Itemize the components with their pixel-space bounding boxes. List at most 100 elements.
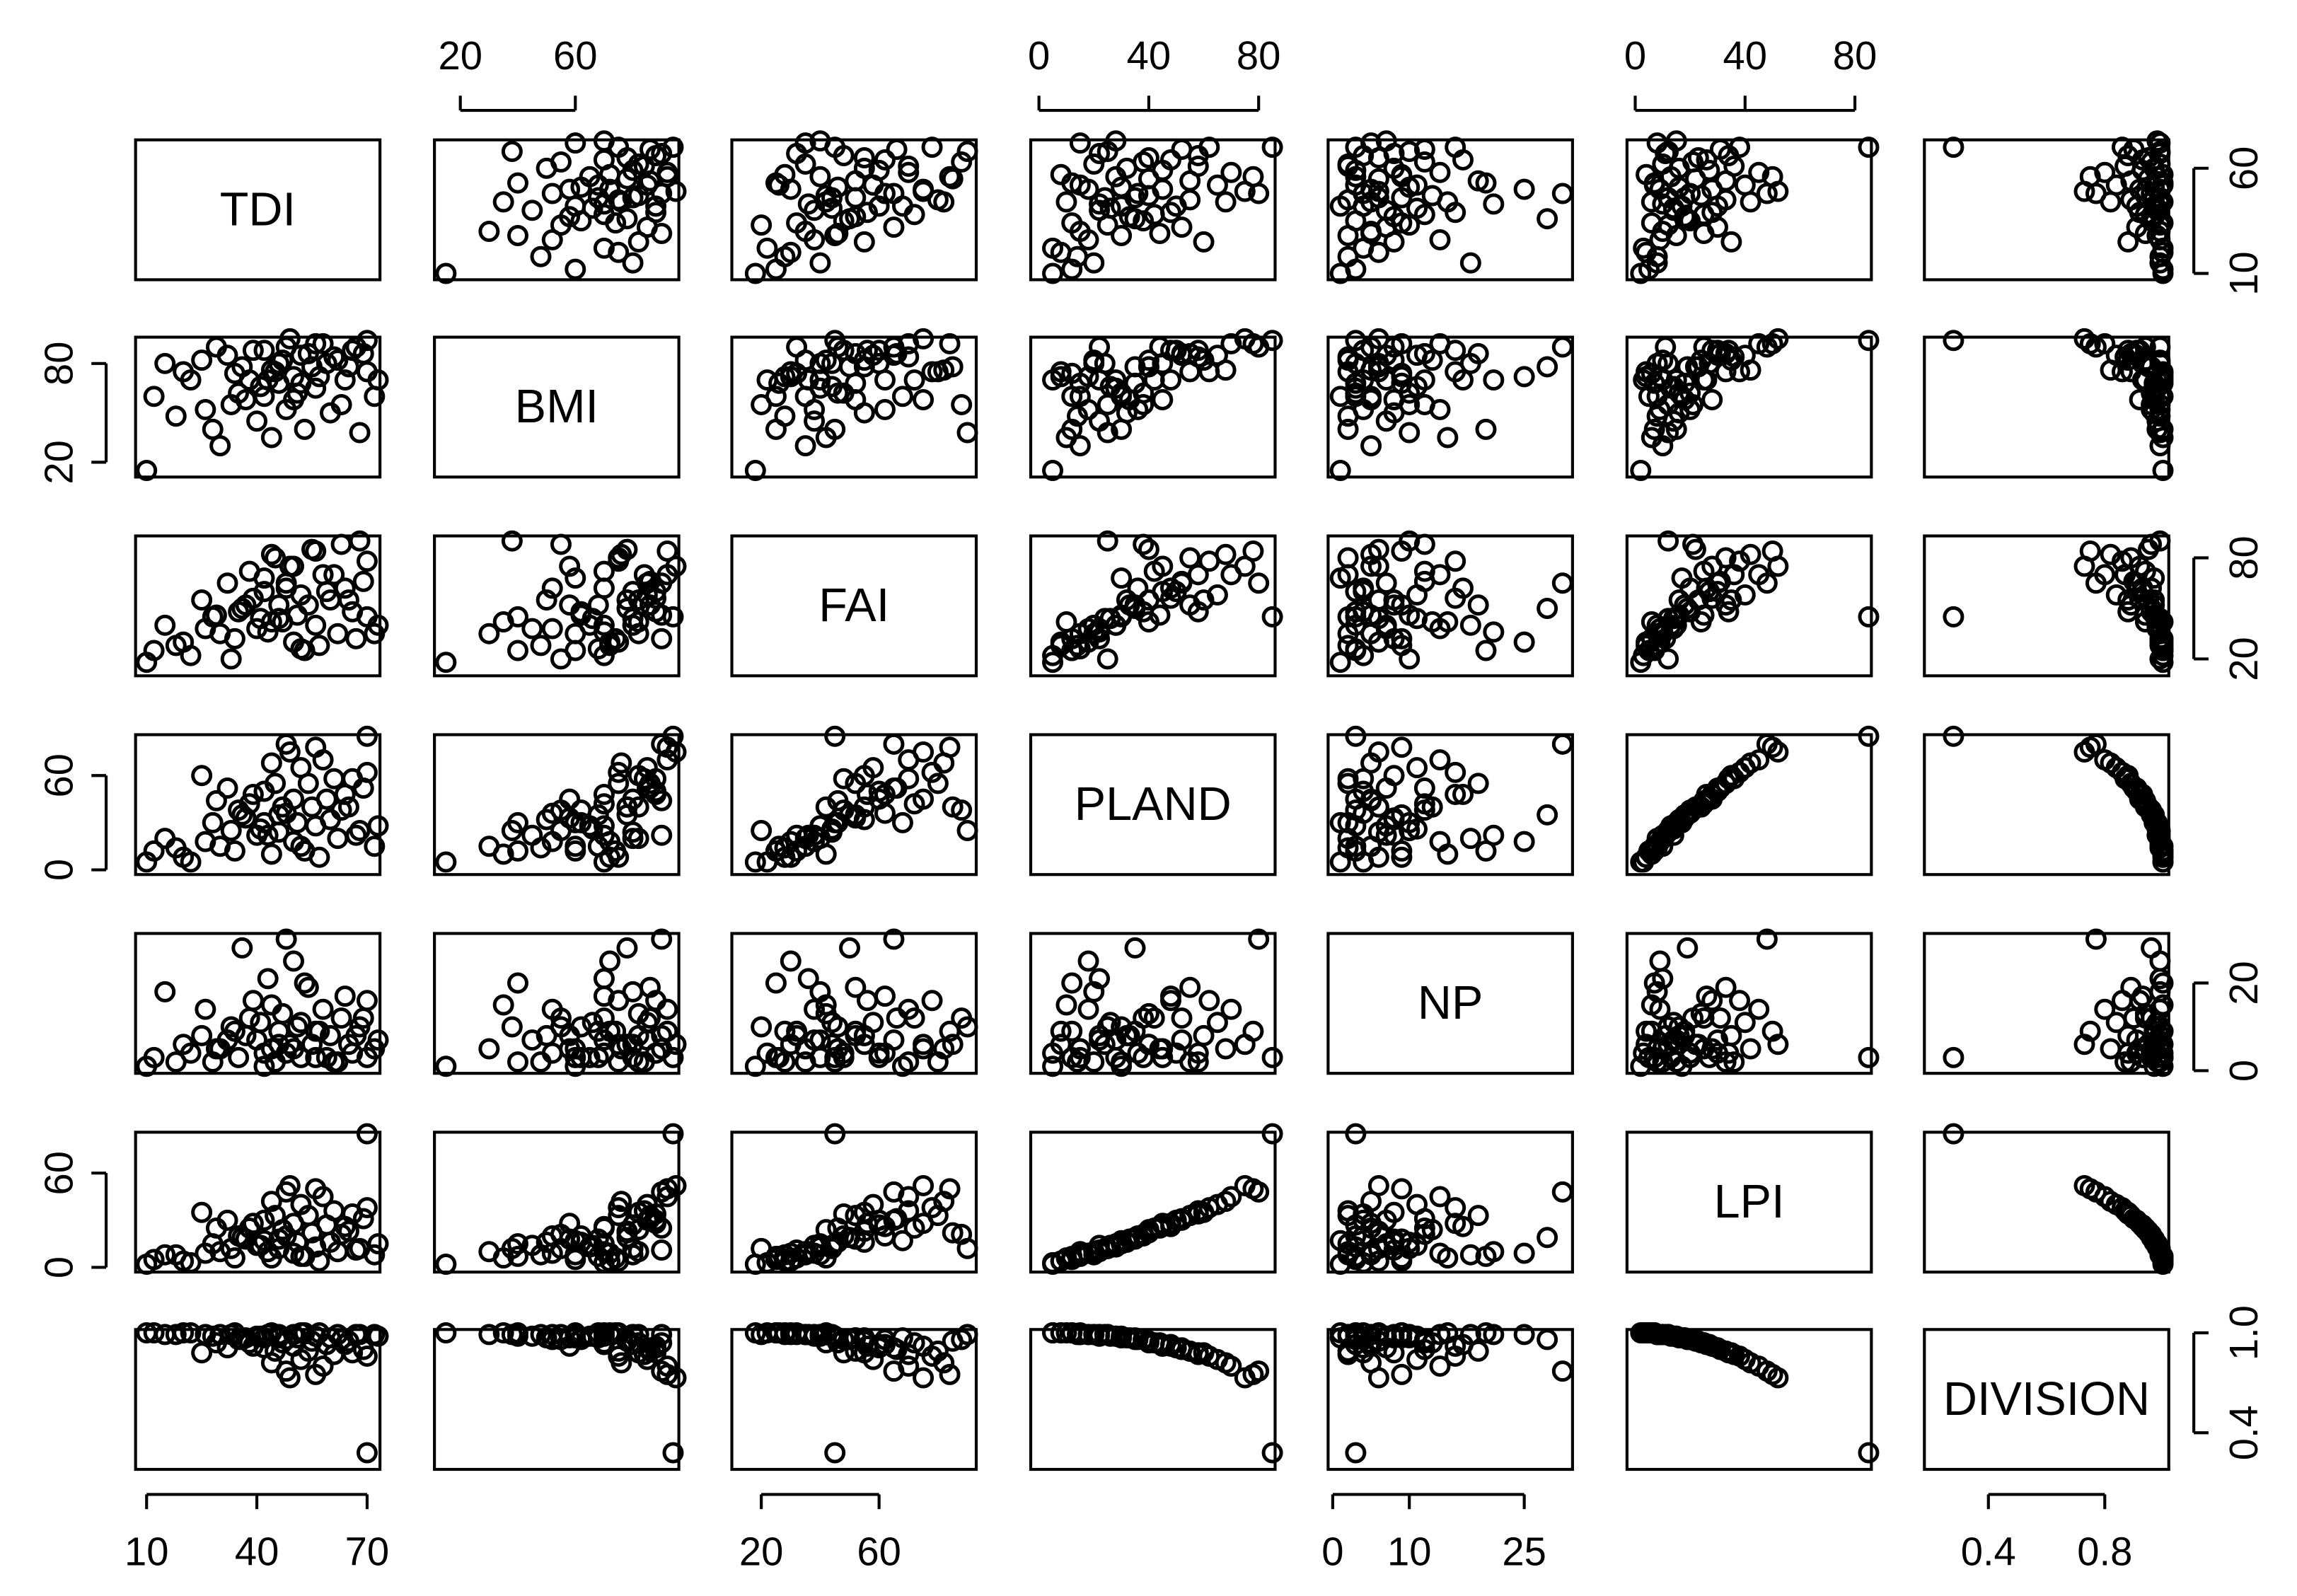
point: [1242, 166, 1264, 187]
point: [1723, 1051, 1745, 1073]
variable-name: LPI: [1714, 1176, 1785, 1228]
point: [1171, 1007, 1193, 1029]
point: [2100, 359, 2122, 381]
point: [1696, 149, 1718, 170]
point: [1383, 807, 1405, 829]
point: [154, 352, 176, 374]
point: [290, 1046, 312, 1068]
point: [305, 1178, 327, 1200]
point: [1345, 638, 1367, 660]
point: [287, 382, 308, 404]
point: [1127, 183, 1149, 204]
point: [501, 1237, 523, 1259]
point: [1643, 418, 1665, 440]
point: [956, 1324, 978, 1346]
point: [942, 1222, 964, 1244]
point: [1261, 1123, 1283, 1145]
point: [1734, 1012, 1756, 1034]
point: [1069, 1046, 1091, 1068]
y-tick-label: 60: [36, 1151, 81, 1196]
point: [501, 141, 523, 163]
point: [833, 768, 855, 790]
point: [268, 608, 290, 630]
point: [1061, 640, 1083, 661]
x-tick-label: 80: [1237, 33, 1280, 78]
point: [345, 824, 367, 846]
point: [352, 1007, 374, 1029]
point: [2079, 332, 2101, 354]
point: [913, 788, 935, 810]
y-tick-label: 60: [36, 753, 81, 798]
point: [853, 356, 875, 378]
point: [1061, 212, 1083, 234]
point: [260, 1191, 282, 1213]
point: [224, 362, 245, 384]
point: [1413, 1208, 1435, 1230]
point: [1149, 223, 1171, 245]
point: [530, 1244, 552, 1266]
point: [1761, 540, 1783, 562]
point: [1345, 606, 1367, 628]
point: [1149, 1038, 1171, 1060]
point: [1641, 362, 1662, 384]
point: [1445, 361, 1466, 383]
point: [2149, 143, 2171, 165]
point: [1118, 206, 1140, 228]
point: [756, 369, 778, 391]
point: [827, 1217, 849, 1239]
point: [2152, 174, 2174, 196]
point: [786, 1020, 808, 1042]
point: [794, 1051, 816, 1073]
point: [1483, 369, 1505, 391]
point: [1360, 1217, 1382, 1239]
point: [874, 1225, 896, 1247]
point: [1513, 1242, 1535, 1264]
point: [1337, 346, 1359, 368]
point: [744, 262, 766, 284]
point: [521, 1325, 543, 1347]
point: [809, 369, 831, 391]
point: [1187, 1051, 1209, 1073]
variable-name: TDI: [220, 183, 296, 236]
point: [1143, 1007, 1165, 1029]
point: [1429, 1324, 1451, 1346]
point: [1061, 258, 1083, 280]
point: [287, 1231, 308, 1253]
point: [1069, 1322, 1091, 1343]
point: [1242, 1363, 1264, 1385]
panel-frame: [134, 1130, 382, 1274]
point: [478, 221, 500, 243]
panel-frame: [1923, 1328, 2170, 1471]
panel-frame: [433, 1328, 681, 1471]
point: [2152, 460, 2174, 481]
point: [272, 1002, 294, 1024]
point: [1399, 604, 1421, 626]
point: [616, 146, 638, 168]
panel-frame: [1326, 733, 1574, 877]
point: [2111, 361, 2133, 383]
point: [2100, 543, 2122, 565]
point: [1767, 328, 1789, 349]
point: [1069, 1038, 1091, 1060]
point: [550, 533, 572, 555]
point: [1701, 587, 1723, 609]
point: [744, 460, 766, 481]
point: [824, 725, 846, 747]
point: [1767, 1034, 1789, 1056]
point: [356, 330, 378, 352]
point: [356, 1123, 378, 1145]
point: [1483, 1324, 1505, 1346]
point: [356, 725, 378, 747]
point: [235, 807, 257, 829]
point: [1138, 185, 1159, 207]
point: [1329, 652, 1351, 673]
point: [1050, 1020, 1072, 1042]
point: [1679, 183, 1701, 204]
point: [616, 589, 638, 611]
point: [1242, 540, 1264, 562]
point: [242, 990, 264, 1012]
point: [1767, 741, 1789, 763]
point: [804, 398, 826, 420]
point: [323, 564, 345, 586]
x-tick-label: 70: [345, 1530, 389, 1574]
